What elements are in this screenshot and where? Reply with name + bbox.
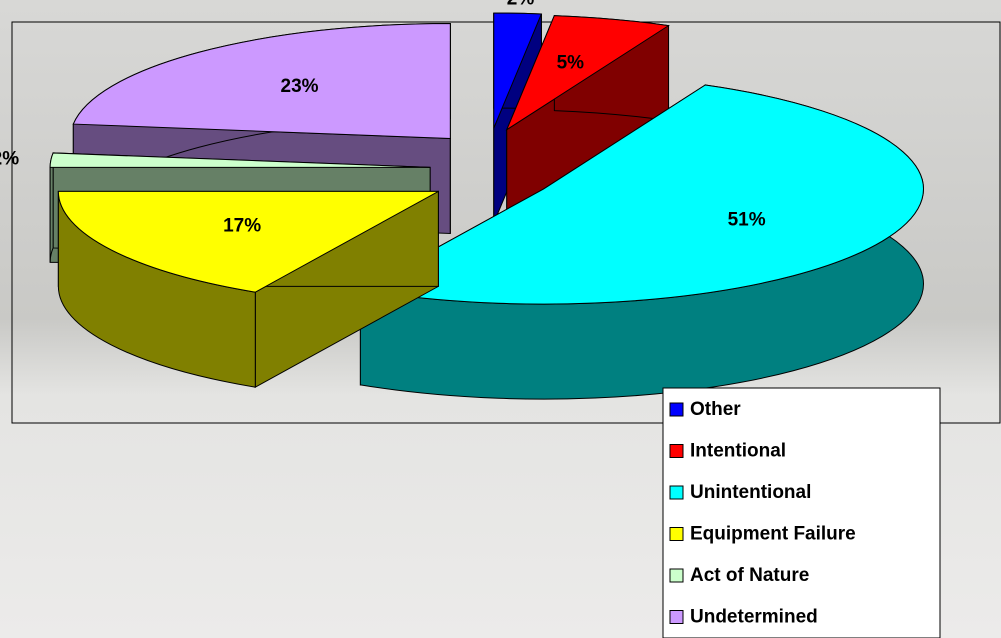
data-label: 51%	[728, 209, 766, 230]
page: 2% 5% 51% 17% 2% 23% Other Intentional Unintent…	[0, 0, 1001, 638]
legend-swatch	[670, 403, 683, 416]
chart: 2% 5% 51% 17% 2% 23% Other Intentional Unintent…	[0, 0, 1001, 638]
data-label: 23%	[281, 76, 319, 97]
legend-swatch	[670, 445, 683, 458]
legend-label: Equipment Failure	[690, 524, 856, 545]
legend-swatch	[670, 569, 683, 582]
legend-label: Unintentional	[690, 482, 811, 503]
legend-swatch	[670, 611, 683, 624]
legend-label: Undetermined	[690, 607, 818, 628]
legend: Other Intentional Unintentional Equipment F…	[663, 388, 940, 638]
legend-label: Intentional	[690, 441, 786, 462]
legend-label: Other	[690, 399, 741, 420]
legend-swatch	[670, 486, 683, 499]
slice-side	[50, 153, 53, 262]
legend-label: Act of Nature	[690, 565, 809, 586]
data-label: 17%	[223, 216, 261, 237]
data-label: 2%	[507, 0, 535, 10]
legend-swatch	[670, 528, 683, 541]
data-label: 2%	[0, 148, 19, 169]
data-label: 5%	[557, 52, 585, 73]
legend-box	[663, 388, 940, 638]
